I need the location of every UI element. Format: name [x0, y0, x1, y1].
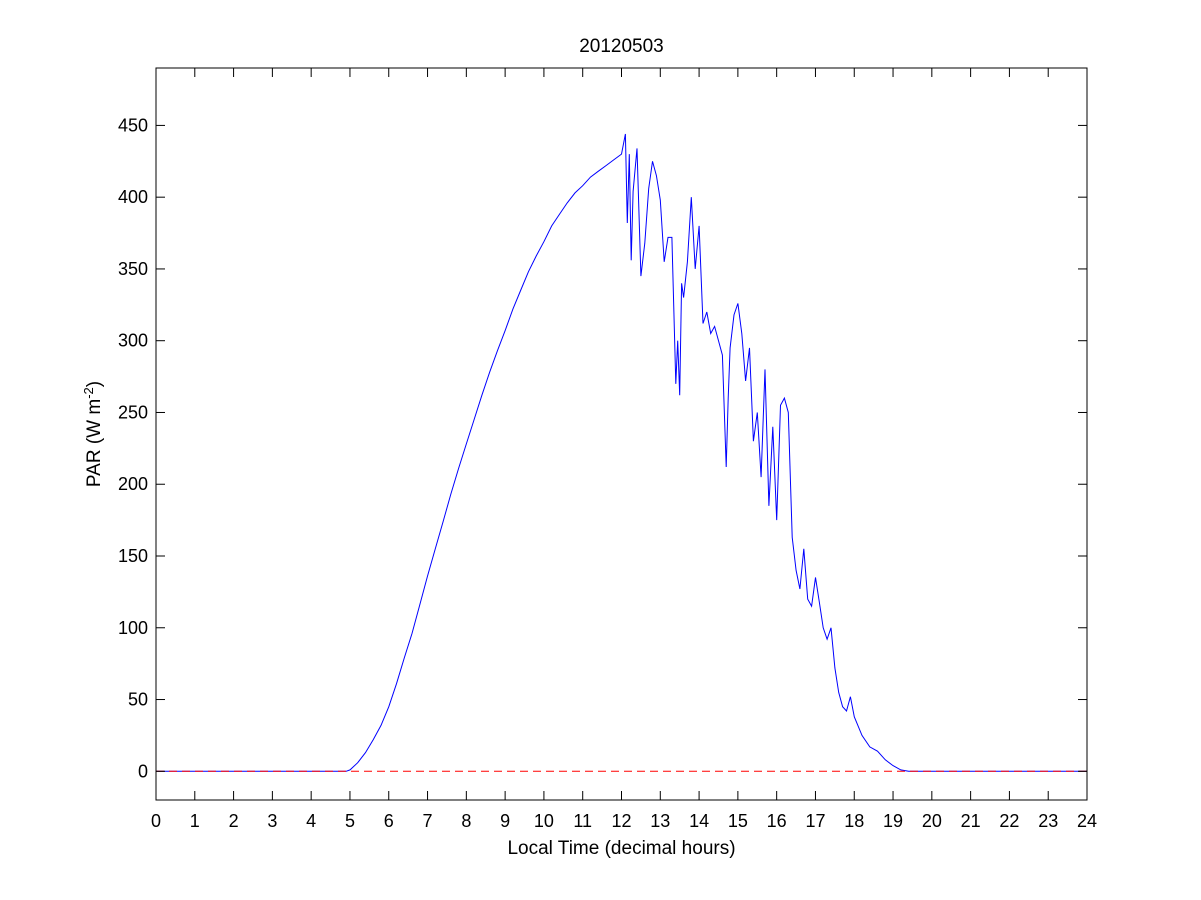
x-tick-label: 6	[384, 811, 394, 831]
x-tick-label: 23	[1038, 811, 1058, 831]
y-tick-label: 400	[118, 187, 148, 207]
x-tick-label: 7	[423, 811, 433, 831]
x-tick-label: 15	[728, 811, 748, 831]
y-axis-label: PAR (W m-2)	[81, 381, 106, 487]
x-tick-label: 14	[689, 811, 709, 831]
x-tick-label: 17	[805, 811, 825, 831]
x-axis: 0 1 2 3 4 5 6 7 8 9 10 11 12 13 14 15 16 17 18 19 20 21 22 23 24	[151, 68, 1097, 831]
x-tick-label: 9	[500, 811, 510, 831]
x-tick-label: 22	[999, 811, 1019, 831]
x-tick-label: 0	[151, 811, 161, 831]
x-tick-label: 20	[922, 811, 942, 831]
x-tick-label: 2	[229, 811, 239, 831]
y-axis-label-base: PAR (W m	[84, 399, 105, 487]
chart-title: 20120503	[579, 36, 664, 57]
x-tick-label: 5	[345, 811, 355, 831]
axes-box	[155, 67, 1088, 801]
x-tick-label: 8	[461, 811, 471, 831]
y-tick-label: 250	[118, 402, 148, 422]
y-tick-label: 50	[128, 690, 148, 710]
y-axis-label-suffix: )	[84, 381, 105, 387]
x-tick-label: 18	[844, 811, 864, 831]
x-tick-label: 4	[306, 811, 316, 831]
y-axis: 0 50 100 150 200 250 300 350 400 450	[118, 115, 1087, 781]
x-tick-label: 19	[883, 811, 903, 831]
x-tick-label: 13	[650, 811, 670, 831]
y-tick-label: 0	[138, 761, 148, 781]
x-tick-label: 10	[534, 811, 554, 831]
y-tick-label: 150	[118, 546, 148, 566]
y-tick-label: 100	[118, 618, 148, 638]
plot-area	[156, 133, 1087, 772]
x-tick-label: 1	[190, 811, 200, 831]
y-axis-label-superscript: -2	[81, 387, 96, 399]
x-tick-label: 3	[267, 811, 277, 831]
par-series-line	[156, 133, 1087, 772]
x-tick-label: 16	[767, 811, 787, 831]
y-tick-label: 300	[118, 331, 148, 351]
x-axis-label: Local Time (decimal hours)	[507, 838, 735, 859]
x-tick-label: 11	[573, 811, 592, 831]
y-tick-label: 450	[118, 115, 148, 135]
y-tick-label: 350	[118, 259, 148, 279]
y-tick-label: 200	[118, 474, 148, 494]
x-tick-label: 21	[961, 811, 981, 831]
x-tick-label: 24	[1077, 811, 1097, 831]
x-tick-label: 12	[611, 811, 631, 831]
